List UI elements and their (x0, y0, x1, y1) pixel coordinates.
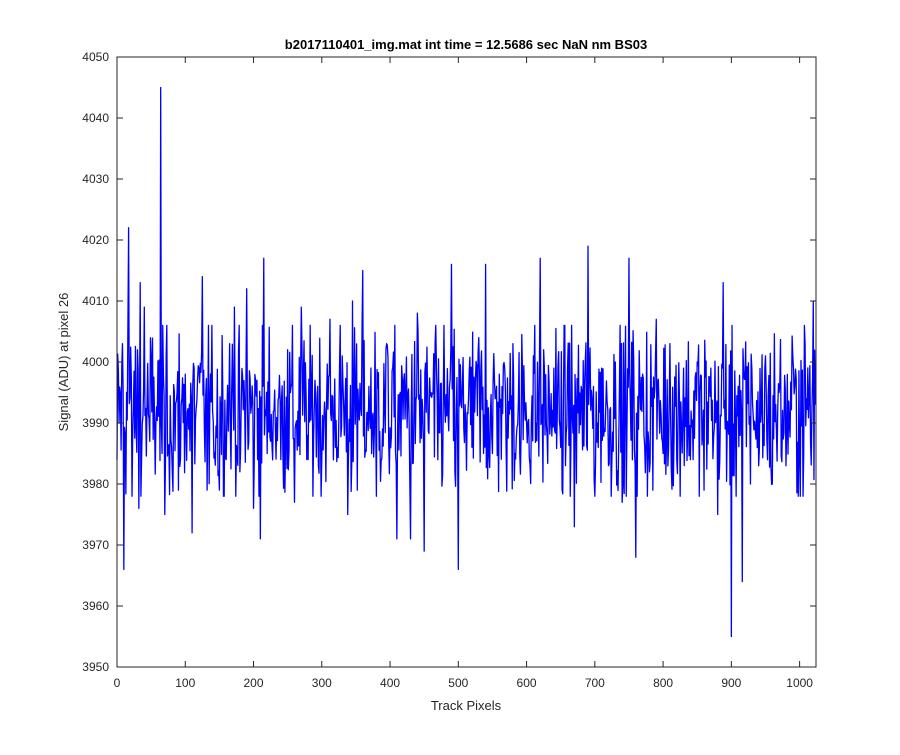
x-tick-label: 300 (312, 676, 332, 690)
x-tick-label: 100 (175, 676, 195, 690)
y-tick-label: 4050 (82, 50, 109, 64)
series-line-0 (116, 86, 816, 638)
x-tick-label: 700 (585, 676, 605, 690)
y-tick-label: 3990 (82, 416, 109, 430)
y-tick-label: 4040 (82, 111, 109, 125)
x-tick-label: 1000 (786, 676, 813, 690)
y-tick-label: 3970 (82, 538, 109, 552)
x-axis-label: Track Pixels (431, 698, 502, 713)
x-tick-label: 800 (653, 676, 673, 690)
data-layer (116, 86, 816, 638)
y-tick-label: 3950 (82, 660, 109, 674)
y-tick-label: 3960 (82, 599, 109, 613)
y-tick-label: 4030 (82, 172, 109, 186)
y-tick-label: 4020 (82, 233, 109, 247)
x-tick-label: 0 (114, 676, 121, 690)
y-tick-label: 4000 (82, 355, 109, 369)
y-tick-label: 4010 (82, 294, 109, 308)
axes-layer: 0 100 200 300 400 500 600 700 800 900 1000 3950 3960… (82, 50, 817, 690)
chart-title: b2017110401_img.mat int time = 12.5686 s… (285, 37, 647, 52)
x-tick-label: 600 (517, 676, 537, 690)
y-axis-label: Signal (ADU) at pixel 26 (56, 293, 71, 432)
y-tick-label: 3980 (82, 477, 109, 491)
x-tick-label: 900 (721, 676, 741, 690)
x-tick-label: 500 (448, 676, 468, 690)
x-tick-label: 200 (244, 676, 264, 690)
x-tick-label: 400 (380, 676, 400, 690)
